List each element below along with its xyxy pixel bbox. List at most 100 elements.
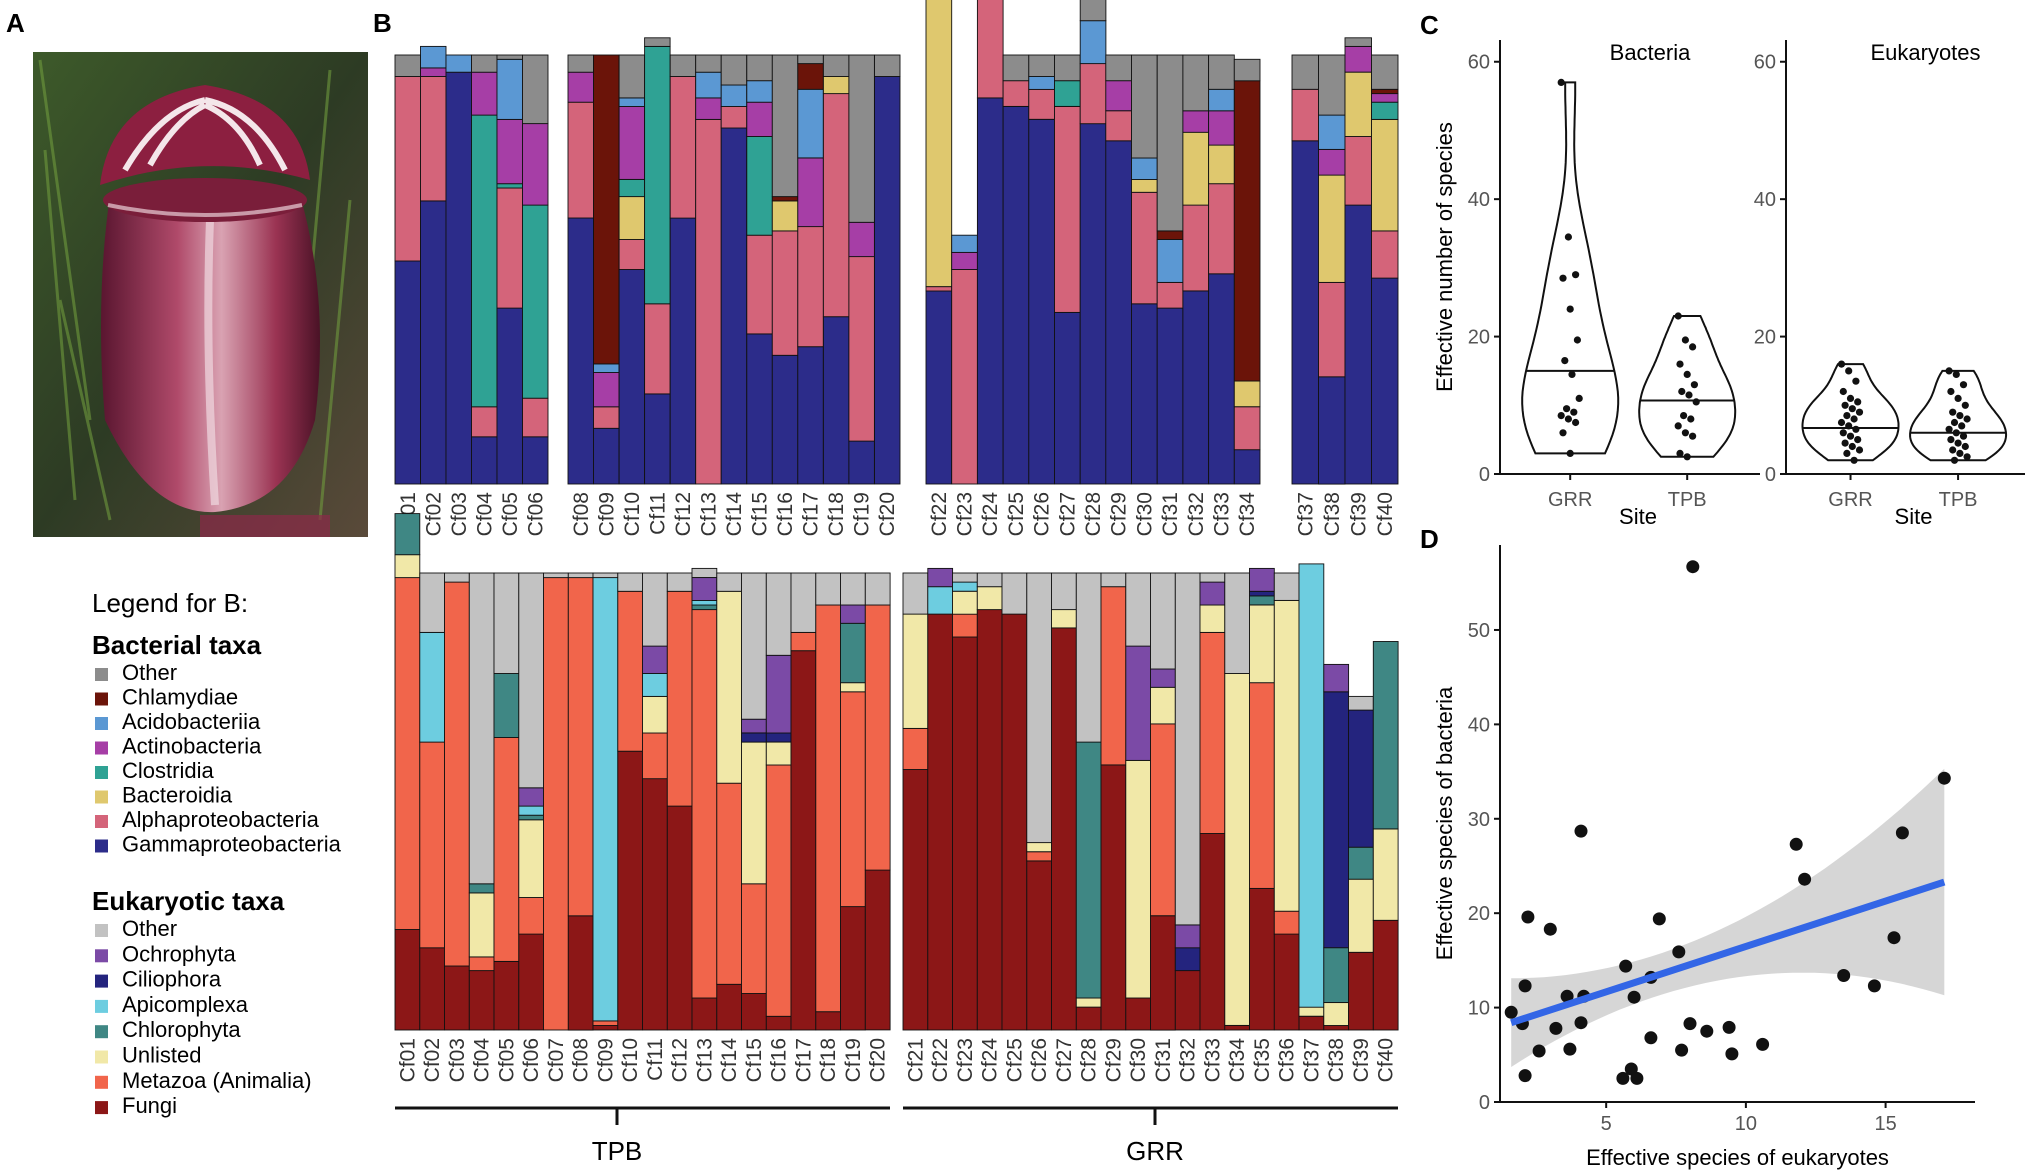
bar-segment	[444, 572, 470, 583]
bar-category-label: Cf39	[1347, 492, 1370, 536]
bar-segment	[1249, 595, 1275, 606]
violin-shape	[1801, 363, 1900, 462]
legend-swatch	[95, 1025, 108, 1039]
violin-point	[1963, 415, 1971, 423]
bar-segment	[822, 316, 850, 485]
bar-segment	[848, 221, 875, 258]
bar-segment	[394, 577, 421, 930]
violin-point	[1570, 408, 1578, 416]
legend-swatch	[95, 1075, 108, 1089]
bar-segment	[567, 217, 594, 485]
legend-eukaryotic-items: OtherOchrophytaCiliophoraApicomplexaChlo…	[95, 916, 312, 1118]
bar-segment	[1323, 663, 1350, 693]
bar-segment	[1344, 204, 1372, 485]
bar-segment	[1371, 118, 1399, 232]
bar-segment	[1182, 131, 1210, 206]
bar-segment	[394, 929, 421, 1031]
violin-point	[1945, 425, 1953, 433]
bar-segment	[765, 732, 792, 743]
bar-category-label: Cf23	[954, 1038, 977, 1082]
bar-segment	[1249, 887, 1275, 1031]
bar-segment	[1249, 682, 1275, 889]
violin-shape	[1909, 369, 2008, 462]
bar-segment	[1348, 951, 1374, 1031]
bar-category-label: Cf19	[851, 492, 874, 536]
violin-point	[1854, 398, 1862, 406]
bar-category-label: Cf15	[749, 492, 772, 536]
bar-category-label: Cf25	[1005, 492, 1028, 536]
bar-segment	[420, 67, 447, 77]
scatter-point	[1837, 969, 1851, 982]
bar-segment	[468, 892, 495, 958]
panel-letter-a: A	[6, 8, 25, 38]
legend-eukaryotic-heading: Eukaryotic taxa	[92, 886, 285, 916]
bar-segment	[840, 906, 866, 1031]
bar-segment	[518, 572, 545, 789]
bar-segment	[1156, 281, 1184, 309]
violin-point	[1572, 418, 1580, 427]
violin-shape	[1638, 315, 1737, 458]
bar-category-label: Cf27	[1053, 1038, 1076, 1082]
bar-segment	[1371, 88, 1399, 95]
bar-segment	[669, 217, 697, 485]
legend-label: Fungi	[122, 1093, 177, 1118]
violin-point	[1564, 233, 1572, 241]
bar-category-label: Cf10	[621, 492, 644, 536]
violin-point	[1561, 357, 1569, 365]
bar-segment	[691, 567, 718, 578]
bar-segment	[522, 123, 549, 206]
violin-title: Bacteria	[1610, 40, 1691, 65]
violin-point	[1954, 439, 1962, 447]
bar-segment	[976, 97, 1004, 485]
violin-point	[1947, 387, 1955, 396]
bar-category-label: Cf37	[1300, 1038, 1323, 1082]
violin-point	[1855, 408, 1864, 416]
violin-point	[1961, 442, 1969, 451]
bar-segment	[1371, 93, 1399, 103]
bar-category-label: Cf02	[422, 492, 445, 536]
bar-segment	[592, 1020, 619, 1026]
bar-segment	[1100, 572, 1127, 588]
bar-segment	[1273, 599, 1300, 912]
violin-point	[1839, 429, 1847, 437]
bar-segment	[644, 303, 671, 395]
panel-letter-b: B	[373, 8, 392, 38]
bar-segment	[1249, 567, 1275, 592]
bar-category-label: Cf14	[723, 492, 746, 537]
bar-segment	[1079, 63, 1107, 125]
bar-category-label: Cf18	[817, 1038, 840, 1082]
bar-segment	[592, 1024, 619, 1031]
bar-segment	[618, 239, 646, 270]
bacteria-violin-plot: 0 20 40 60 Bacteria GRR TPB Site Effective numbe…	[1432, 40, 1760, 529]
bar-segment	[496, 54, 523, 60]
violin-point	[1681, 429, 1689, 437]
bar-segment	[518, 933, 545, 1031]
bar-segment	[1372, 828, 1399, 921]
violin-point	[1949, 446, 1957, 454]
bar-category-label: Cf17	[792, 1038, 815, 1082]
x-tick-label: 5	[1601, 1113, 1612, 1135]
bar-category-label: Cf28	[1082, 492, 1105, 536]
bar-segment	[925, 290, 953, 485]
bar-segment	[567, 54, 594, 73]
bar-segment	[1318, 174, 1346, 283]
bar-segment	[1131, 157, 1158, 180]
violin-point	[1680, 412, 1688, 420]
bar-segment	[1125, 759, 1152, 999]
bar-segment	[1318, 376, 1346, 485]
violin-point	[1692, 398, 1700, 406]
violin-point	[1852, 425, 1860, 433]
violin-point	[1956, 449, 1964, 457]
violin-point	[1845, 422, 1853, 430]
bar-segment	[567, 572, 594, 579]
bar-segment	[695, 71, 722, 99]
bar-segment	[444, 965, 470, 1031]
bar-segment	[1323, 691, 1350, 949]
bar-category-label: Cf07	[545, 1038, 568, 1082]
bar-segment	[746, 101, 773, 137]
bar-segment	[874, 76, 901, 485]
violin-point	[1952, 429, 1960, 437]
scatter-point	[1675, 1043, 1689, 1057]
bar-segment	[716, 782, 743, 985]
bar-segment	[1372, 919, 1399, 1031]
